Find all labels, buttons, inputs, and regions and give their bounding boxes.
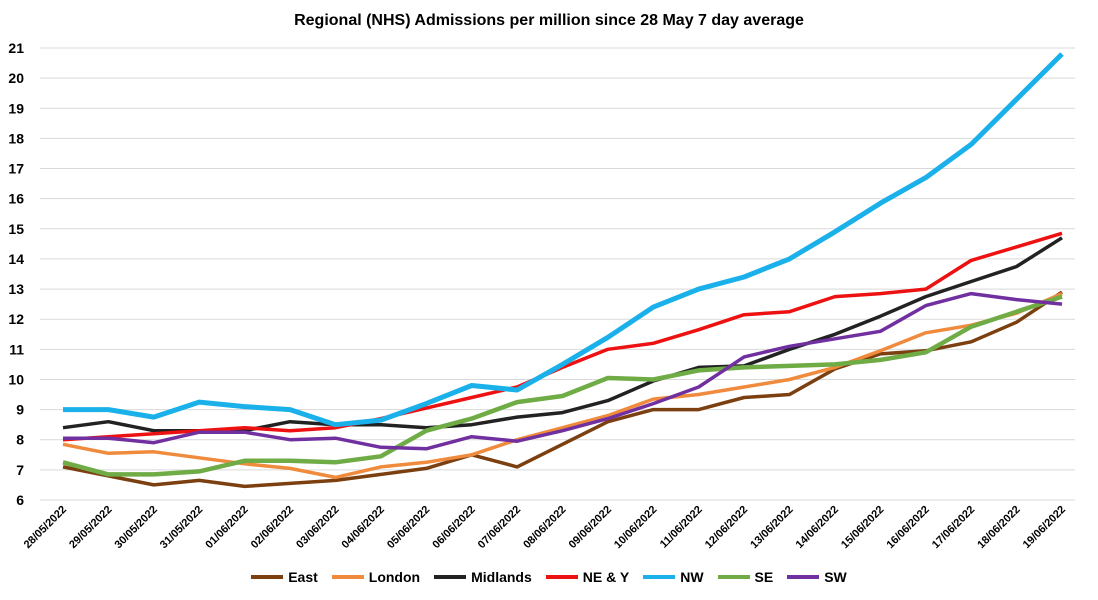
series-line-nw xyxy=(63,52,1064,428)
y-tick-label: 14 xyxy=(8,251,24,267)
legend-swatch xyxy=(331,575,364,579)
legend-label: SE xyxy=(754,569,774,585)
legend-swatch xyxy=(251,575,284,579)
x-tick-label: 09/06/2022 xyxy=(567,504,614,551)
chart-title: Regional (NHS) Admissions per million si… xyxy=(294,12,804,29)
y-tick-label: 6 xyxy=(16,492,24,508)
legend-label: East xyxy=(288,569,318,585)
y-tick-label: 21 xyxy=(8,40,24,56)
x-tick-label: 08/06/2022 xyxy=(521,504,568,551)
x-tick-label: 13/06/2022 xyxy=(748,504,795,551)
y-tick-label: 13 xyxy=(8,281,24,297)
x-tick-label: 12/06/2022 xyxy=(703,504,750,551)
legend-item: London xyxy=(331,569,421,585)
legend-item: SW xyxy=(787,569,847,585)
series-line-se xyxy=(62,294,1063,477)
x-tick-label: 18/06/2022 xyxy=(975,504,1022,551)
x-tick-label: 10/06/2022 xyxy=(612,504,659,551)
legend-swatch xyxy=(434,575,467,579)
x-tick-label: 15/06/2022 xyxy=(839,504,886,551)
y-tick-label: 18 xyxy=(8,130,24,146)
x-tick-label: 06/06/2022 xyxy=(430,504,477,551)
legend-item: East xyxy=(251,569,318,585)
x-tick-label: 29/05/2022 xyxy=(67,504,114,551)
legend-swatch xyxy=(643,575,676,579)
series-line-sw xyxy=(63,291,1063,451)
y-tick-label: 15 xyxy=(8,221,24,237)
x-tick-label: 16/06/2022 xyxy=(884,504,931,551)
y-tick-label: 11 xyxy=(9,341,24,357)
x-tick-label: 05/06/2022 xyxy=(385,504,432,551)
series-line-east xyxy=(62,290,1063,489)
y-tick-label: 19 xyxy=(8,100,24,116)
x-tick-label: 30/05/2022 xyxy=(113,504,160,551)
x-tick-label: 19/06/2022 xyxy=(1021,504,1068,551)
y-tick-label: 10 xyxy=(8,371,24,387)
legend-item: NE & Y xyxy=(545,569,630,585)
y-tick-label: 20 xyxy=(8,70,24,86)
y-tick-label: 8 xyxy=(16,432,24,448)
y-tick-label: 9 xyxy=(16,402,24,418)
legend-item: NW xyxy=(643,569,704,585)
series-line-london xyxy=(62,291,1063,480)
y-tick-label: 16 xyxy=(8,191,24,207)
y-tick-label: 7 xyxy=(16,462,24,478)
y-tick-label: 17 xyxy=(8,161,24,177)
x-tick-label: 03/06/2022 xyxy=(294,504,341,551)
legend-swatch xyxy=(717,575,750,579)
legend-label: SW xyxy=(824,569,847,585)
legend-label: NE & Y xyxy=(582,569,630,585)
y-tick-label: 12 xyxy=(8,311,24,327)
x-tick-label: 01/06/2022 xyxy=(203,504,250,551)
legend: East London Midlands NE & Y NW SE SW xyxy=(0,569,1098,585)
x-tick-label: 17/06/2022 xyxy=(930,504,977,551)
x-tick-label: 11/06/2022 xyxy=(658,504,705,551)
legend-label: London xyxy=(368,569,421,585)
x-tick-label: 07/06/2022 xyxy=(476,504,523,551)
x-tick-label: 31/05/2022 xyxy=(158,504,205,551)
x-tick-label: 02/06/2022 xyxy=(249,504,296,551)
x-tick-label: 04/06/2022 xyxy=(340,504,387,551)
legend-label: Midlands xyxy=(471,569,532,585)
legend-swatch xyxy=(545,575,578,579)
legend-label: NW xyxy=(680,569,704,585)
x-tick-label: 14/06/2022 xyxy=(794,504,841,551)
legend-swatch xyxy=(787,575,820,579)
x-tick-label: 28/05/2022 xyxy=(22,504,69,551)
series-line-ne-y xyxy=(62,231,1063,442)
legend-item: SE xyxy=(717,569,774,585)
legend-item: Midlands xyxy=(434,569,532,585)
